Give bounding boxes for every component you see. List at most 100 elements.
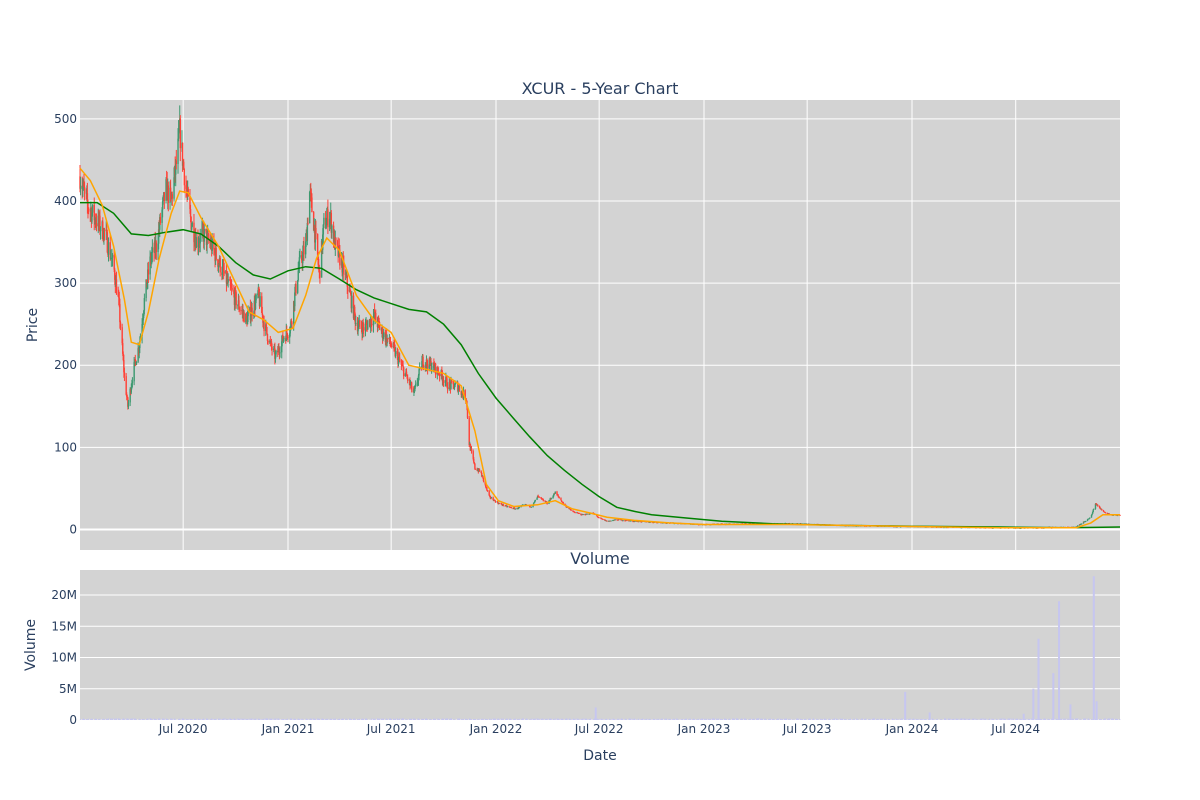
volume-bar [1051,718,1053,720]
volume-bar [766,719,768,720]
volume-bar [803,719,805,720]
price-candle-body [413,390,415,393]
volume-bar [530,719,532,720]
volume-bar [81,719,83,720]
volume-bar [840,719,842,720]
volume-bar [98,719,100,720]
volume-bar [1007,719,1009,720]
volume-bar [460,718,462,720]
price-candle-body [598,517,600,519]
volume-bar [991,719,993,720]
volume-bar [449,718,451,720]
price-candle-body [416,382,419,384]
price-candle-body [233,289,235,294]
volume-bar [326,719,328,720]
volume-bar [649,718,651,720]
volume-bar [135,719,137,720]
volume-bar [195,718,197,720]
volume-bar [498,718,500,720]
price-candle-body [107,242,110,255]
volume-bar [981,719,983,720]
volume-bar [985,718,987,720]
volume-bar [1073,719,1075,720]
volume-bar [400,719,402,720]
volume-bar [1101,719,1103,720]
price-candle-body [175,160,178,165]
volume-bar [1039,719,1041,720]
price-candle-body [231,288,233,290]
price-candle-body [537,495,539,497]
volume-bar [957,718,959,720]
volume-bar [533,719,535,720]
volume-bar [1012,718,1014,720]
volume-bar [290,719,292,720]
price-candle-body [943,527,945,529]
price-candle-body [482,475,484,478]
volume-bar [1015,718,1017,720]
volume-bar [345,718,347,720]
price-candle-body [298,257,301,267]
volume-bar [362,718,364,720]
volume-bar [633,718,635,720]
volume-bar [819,718,821,720]
price-candle-body [177,138,179,165]
price-candle-body [414,385,416,389]
volume-bar [750,718,752,720]
price-candle-body [536,495,539,498]
volume-bar [602,718,604,720]
price-candle-body [556,491,558,495]
price-candle-body [600,518,603,520]
price-candle-body [261,296,263,314]
volume-bar [146,718,148,720]
x-tick-label: Jan 2024 [885,722,939,736]
volume-bar [526,718,528,720]
price-candle-body [446,387,449,390]
volume-bar [294,719,296,720]
volume-bar [1036,718,1038,720]
volume-bar [917,719,919,720]
price-candle-body [265,324,268,327]
volume-bar [444,718,446,720]
volume-bar [452,719,454,720]
volume-bar [992,719,994,720]
volume-bar [784,718,786,720]
x-tick-label: Jul 2023 [782,722,832,736]
volume-bar [265,718,267,720]
volume-bar [859,719,861,720]
volume-bar [1077,718,1079,720]
price-candle-body [319,270,321,278]
price-candle-body [135,361,138,365]
volume-bar [301,718,303,720]
volume-bar [522,718,524,720]
price-candle-body [552,496,554,499]
volume-bar [530,718,532,720]
volume-bar [235,719,237,720]
volume-bar [989,718,991,720]
volume-bar [600,719,602,720]
volume-bar [378,718,380,720]
volume-bar [130,719,132,720]
volume-bar [570,719,572,720]
volume-bar [632,718,634,720]
price-candle-body [143,310,145,317]
price-candle-body [330,212,333,233]
volume-bar [131,718,133,720]
volume-bar [1052,673,1055,720]
volume-bar [873,718,875,720]
volume-bar [497,718,499,720]
volume-bar [688,719,690,720]
volume-bar [812,718,814,720]
volume-bar [757,719,759,720]
price-candle-body [269,340,272,342]
price-candle-body [630,520,632,522]
price-candle-body [429,358,431,364]
volume-bar [564,719,566,720]
price-candle-body [550,498,552,499]
volume-bar [321,719,323,720]
volume-bar [844,719,846,720]
price-candle-body [363,327,365,331]
volume-bar [317,718,319,720]
volume-bar [1087,718,1089,720]
volume-bar [785,718,787,720]
price-candle-body [334,237,336,250]
